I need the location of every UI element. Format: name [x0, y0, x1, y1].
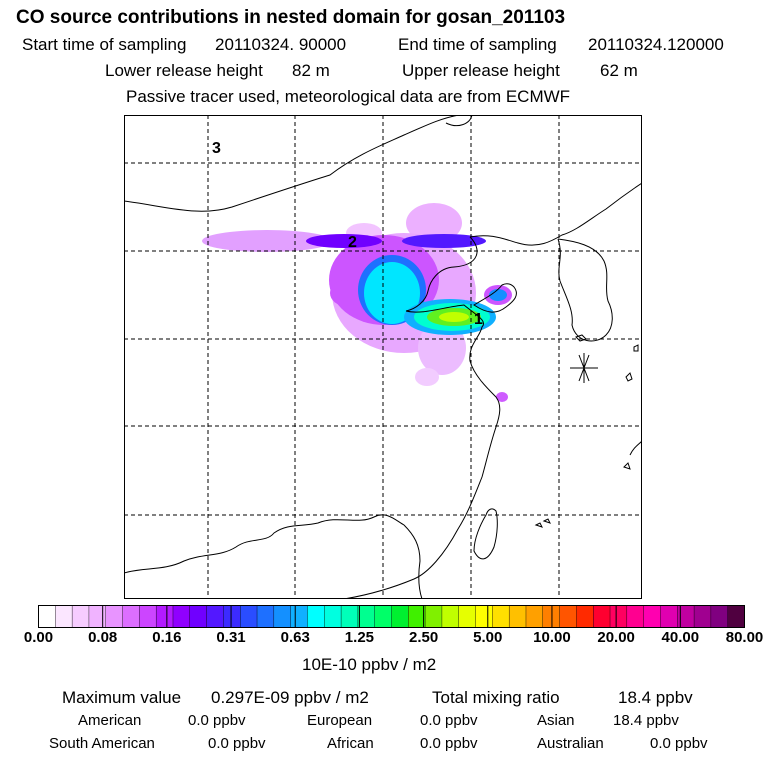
south-american-value: 0.0 ppbv [208, 735, 266, 752]
colorbar-cell [55, 605, 73, 628]
colorbar-tick-label: 20.00 [597, 629, 635, 646]
colorbar-cell [609, 605, 628, 628]
asian-label: Asian [537, 712, 575, 729]
upper-release-value: 62 m [600, 61, 638, 80]
colorbar-cell [172, 605, 191, 628]
south-american-label: South American [49, 735, 155, 752]
asterisk-receptor-icon [570, 353, 598, 383]
colorbar-cell [206, 605, 224, 628]
colorbar-tick-label: 0.31 [216, 629, 246, 646]
colorbar-tick-label: 80.00 [725, 629, 764, 646]
end-time-value: 20110324.120000 [588, 35, 724, 54]
colorbar-tick-label: 10.00 [533, 629, 571, 646]
colorbar-cell [307, 605, 325, 628]
colorbar-cell [374, 605, 393, 628]
start-time-label: Start time of sampling [22, 35, 187, 54]
colorbar-cell [324, 605, 342, 628]
colorbar-cell [542, 605, 561, 628]
african-label: African [327, 735, 374, 752]
colorbar-cell [593, 605, 611, 628]
colorbar-cell [576, 605, 594, 628]
colorbar-cell [660, 605, 678, 628]
tracer-note: Passive tracer used, meteorological data… [126, 87, 571, 106]
colorbar-cell [139, 605, 157, 628]
colorbar-cell [340, 605, 359, 628]
start-time-value: 20110324. 90000 [215, 35, 347, 54]
map-panel: 1 2 3 [124, 115, 642, 599]
american-label: American [78, 712, 142, 729]
region-label-1: 1 [474, 311, 483, 328]
colorbar-cell [391, 605, 409, 628]
colorbar-tick-label: 0.16 [152, 629, 182, 646]
european-value: 0.0 ppbv [420, 712, 478, 729]
colorbar-tick-label: 0.63 [280, 629, 310, 646]
colorbar-cell [693, 605, 712, 628]
colorbar-cell [727, 605, 746, 628]
color-scale-bar [38, 605, 746, 628]
total-mixing-value: 18.4 ppbv [618, 688, 693, 707]
colorbar-cell [559, 605, 577, 628]
colorbar-cell [290, 605, 308, 628]
concentration-plume [202, 203, 512, 402]
colorbar-cell [626, 605, 645, 628]
african-value: 0.0 ppbv [420, 735, 478, 752]
total-mixing-label: Total mixing ratio [432, 688, 560, 707]
max-value: 0.297E-09 ppbv / m2 [211, 688, 369, 707]
australian-label: Australian [537, 735, 604, 752]
colorbar-cell [424, 605, 443, 628]
colorbar-cell [105, 605, 124, 628]
colorbar-tick-label: 5.00 [473, 629, 503, 646]
colorbar-cell [88, 605, 107, 628]
colorbar-cell [408, 605, 426, 628]
coastlines [124, 115, 642, 599]
max-value-label: Maximum value [62, 688, 182, 707]
colorbar-cell [357, 605, 376, 628]
region-label-3: 3 [212, 140, 221, 157]
colorbar-tick-label: 0.08 [88, 629, 118, 646]
colorbar-cell [492, 605, 510, 628]
colorbar-cell [441, 605, 460, 628]
colorbar-cell [643, 605, 661, 628]
colorbar-cell [710, 605, 729, 628]
asian-value: 18.4 ppbv [613, 712, 679, 729]
australian-value: 0.0 ppbv [650, 735, 708, 752]
american-value: 0.0 ppbv [188, 712, 246, 729]
colorbar-unit: 10E-10 ppbv / m2 [302, 655, 437, 674]
colorbar-cell [240, 605, 258, 628]
colorbar-cell [475, 605, 493, 628]
plot-title: CO source contributions in nested domain… [16, 7, 566, 28]
colorbar-cell [273, 605, 292, 628]
colorbar-cell [508, 605, 527, 628]
colorbar-cell [71, 605, 90, 628]
colorbar-tick-label: 40.00 [661, 629, 700, 646]
colorbar-cell [122, 605, 140, 628]
lower-release-label: Lower release height [105, 61, 263, 80]
colorbar-cell [458, 605, 477, 628]
colorbar-tick-label: 2.50 [408, 629, 439, 646]
upper-release-label: Upper release height [402, 61, 560, 80]
colorbar-cell [256, 605, 275, 628]
lower-release-value: 82 m [292, 61, 330, 80]
colorbar-cell [38, 605, 56, 628]
end-time-label: End time of sampling [398, 35, 557, 54]
colorbar-cell [223, 605, 241, 628]
colorbar-tick-label: 1.25 [344, 629, 375, 646]
lat-lon-grid [124, 115, 642, 599]
colorbar-cell [155, 605, 174, 628]
region-label-2: 2 [348, 234, 357, 251]
colorbar-cell [189, 605, 208, 628]
european-label: European [307, 712, 373, 729]
colorbar-tick-label: 0.00 [23, 629, 54, 646]
colorbar-cell [525, 605, 544, 628]
